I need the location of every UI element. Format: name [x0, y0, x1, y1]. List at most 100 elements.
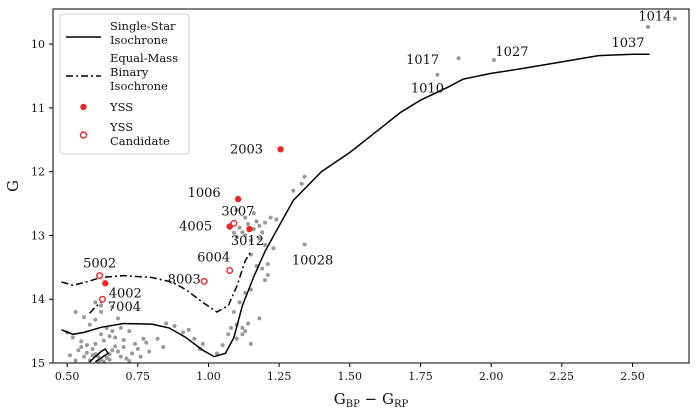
field-star-1037	[646, 24, 651, 29]
y-tick-label: 11	[31, 102, 45, 115]
field-star	[107, 334, 112, 339]
field-star	[231, 309, 236, 314]
field-star	[186, 327, 191, 332]
binary-isochrone	[61, 251, 252, 313]
legend-candidate-marker	[79, 131, 88, 139]
single-star-isochrone	[61, 53, 650, 358]
field-star	[257, 316, 262, 321]
yss-3012	[246, 225, 253, 233]
legend-yss-marker	[80, 103, 87, 111]
yss-1006	[234, 195, 242, 203]
field-star	[107, 357, 112, 362]
isochrone-layer	[61, 53, 650, 363]
field-star	[127, 359, 132, 363]
x-tick-label: 1.75	[408, 370, 433, 383]
field-star	[121, 345, 126, 350]
field-star-1017	[456, 56, 461, 61]
field-star	[93, 300, 98, 305]
label-2003: 2003	[230, 142, 263, 157]
field-star	[234, 207, 239, 212]
label-3012: 3012	[231, 234, 264, 249]
field-star	[240, 230, 245, 235]
field-star	[254, 219, 259, 224]
field-star	[243, 233, 248, 238]
x-label-mid: − G	[360, 390, 394, 408]
field-star	[99, 309, 104, 314]
field-star	[147, 349, 152, 354]
field-star	[251, 211, 256, 216]
field-star	[263, 278, 267, 283]
field-star	[200, 341, 205, 346]
field-star	[299, 181, 304, 186]
field-star	[118, 354, 123, 359]
field-star	[240, 332, 245, 337]
field-star	[127, 329, 132, 334]
y-tick-label: 15	[31, 357, 45, 370]
field-star	[76, 348, 81, 353]
yss-layer	[96, 146, 284, 303]
label-1014: 1014	[638, 10, 671, 25]
label-1010: 1010	[411, 82, 444, 97]
field-star	[124, 356, 129, 361]
field-star	[246, 221, 251, 226]
x-tick-label: 1.00	[196, 370, 221, 383]
x-tick-label: 1.50	[338, 370, 363, 383]
legend-binary-line3: Isochrone	[110, 79, 168, 93]
single-star-isochrone-hook	[89, 347, 110, 363]
y-axis-label: G	[4, 180, 22, 192]
label-4002: 4002	[109, 286, 142, 301]
field-star-1027	[491, 58, 496, 63]
y-tick-label: 10	[31, 38, 45, 51]
field-star	[93, 341, 98, 346]
field-star	[132, 341, 137, 346]
field-star	[90, 346, 95, 351]
yss-candidate-5002	[96, 272, 104, 280]
field-star	[121, 338, 126, 343]
field-star	[144, 340, 149, 345]
legend: Single-Star Isochrone Equal-Mass Binary …	[59, 13, 190, 155]
label-8003: 8003	[168, 272, 201, 287]
x-tick-label: 2.50	[620, 370, 645, 383]
field-star	[101, 338, 106, 343]
field-star	[243, 215, 248, 220]
yss-candidate-7004	[98, 295, 106, 303]
legend-candidate-line1: YSS	[109, 120, 133, 134]
field-star	[110, 304, 115, 309]
field-star	[93, 317, 98, 322]
field-star	[90, 353, 95, 358]
field-star	[67, 353, 72, 358]
field-star	[87, 322, 92, 327]
field-star	[257, 236, 262, 241]
field-star	[135, 346, 140, 351]
field-star	[138, 354, 143, 359]
field-star	[291, 188, 296, 193]
label-1037: 1037	[611, 36, 644, 51]
field-star	[265, 262, 270, 267]
field-star	[161, 345, 166, 350]
field-star	[84, 343, 89, 348]
field-star	[99, 303, 104, 308]
field-star	[110, 348, 115, 353]
field-star	[271, 246, 276, 251]
yss-candidate-6004	[226, 267, 234, 275]
field-star	[172, 324, 177, 329]
field-star	[237, 300, 242, 305]
field-star	[302, 174, 307, 179]
field-star	[214, 351, 219, 356]
field-star	[155, 336, 160, 341]
field-star-1010	[435, 72, 440, 77]
field-star	[181, 330, 186, 335]
y-tick-label: 14	[31, 293, 45, 306]
x-tick-label: 2.25	[550, 370, 575, 383]
legend-binary-line2: Binary	[110, 65, 149, 79]
field-star	[240, 325, 245, 330]
field-star	[79, 345, 84, 350]
field-star	[192, 336, 197, 341]
field-star	[118, 325, 123, 330]
field-star	[263, 220, 267, 225]
field-star	[116, 316, 121, 321]
field-star	[229, 325, 234, 330]
field-star	[260, 266, 265, 271]
legend-candidate-line2: Candidate	[110, 134, 170, 148]
label-1027: 1027	[495, 45, 528, 60]
